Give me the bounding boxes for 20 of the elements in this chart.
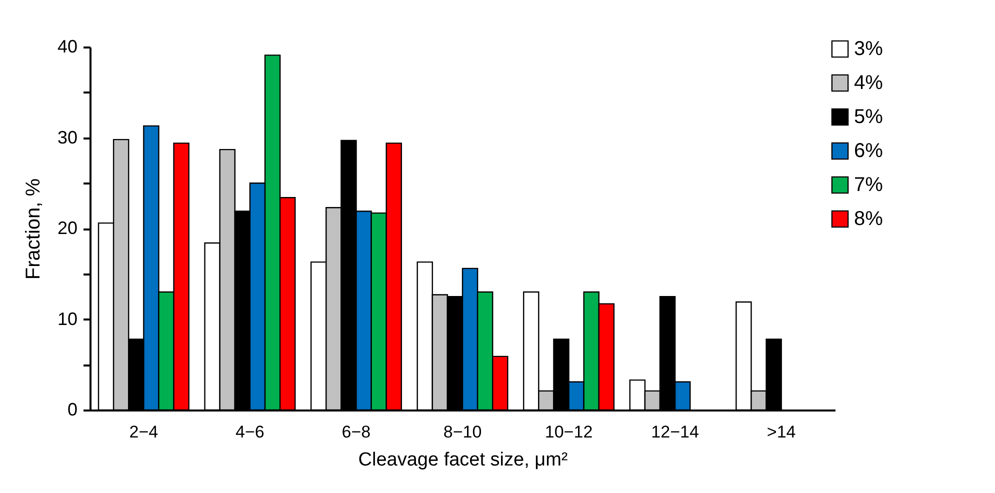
x-tick-label: 10−12 [544, 422, 593, 442]
y-tick-label: 40 [57, 36, 78, 56]
legend-label: 7% [854, 174, 884, 196]
x-tick-label: 8−10 [443, 422, 482, 442]
y-tick-label: 20 [57, 218, 78, 238]
legend-label: 8% [854, 208, 884, 230]
y-tick-label: 10 [57, 308, 78, 329]
x-tick-label: 4−6 [236, 422, 264, 442]
legend-label: 6% [854, 140, 884, 162]
legend-label: 3% [854, 38, 884, 60]
x-axis-title: Cleavage facet size, μm² [358, 450, 568, 470]
legend-label: 4% [854, 72, 884, 94]
y-tick-label: 0 [67, 400, 78, 420]
x-tick-label: 2−4 [129, 422, 158, 442]
x-tick-label: 12−14 [651, 422, 699, 442]
y-axis-title: Fraction, % [22, 178, 44, 280]
legend-label: 5% [854, 106, 884, 128]
y-tick-label: 30 [57, 127, 78, 148]
x-tick-label: >14 [766, 422, 796, 442]
x-tick-label: 6−8 [342, 422, 371, 442]
